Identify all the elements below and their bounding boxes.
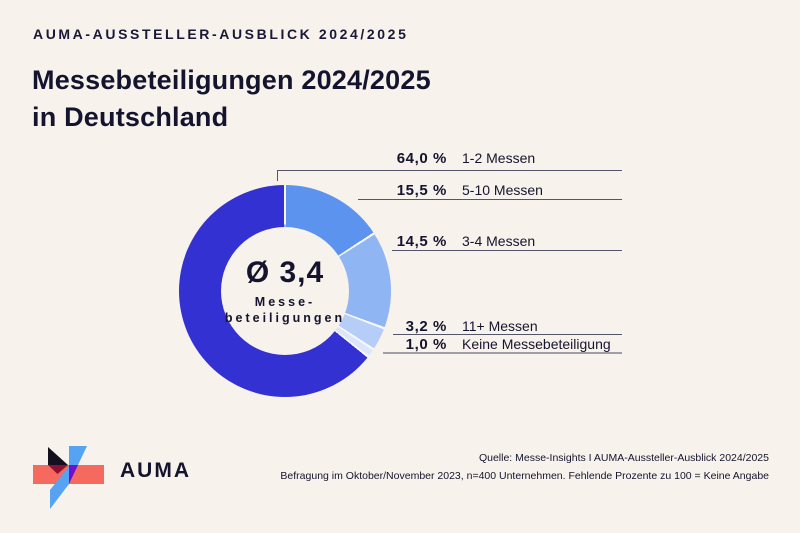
average-value: Ø 3,4 (245, 256, 325, 289)
chart-label-row: 3,2 % 11+ Messen (340, 318, 538, 335)
chart-label-row: 1,0 % Keine Messebeteiligung (340, 336, 611, 353)
percent-value: 1,0 % (405, 336, 447, 353)
segment-label: 3-4 Messen (462, 233, 536, 249)
center-label-line2: beteiligungen (224, 311, 346, 325)
leader-line (383, 352, 622, 354)
segment-label: Keine Messebeteiligung (462, 336, 611, 352)
percent-value: 64,0 % (396, 150, 447, 167)
source-note: Quelle: Messe-Insights I AUMA-Aussteller… (280, 450, 769, 485)
chart-label-row: 15,5 % 5-10 Messen (340, 182, 543, 199)
auma-logo-icon (33, 446, 104, 509)
leader-line (277, 170, 622, 171)
chart-label-row: 64,0 % 1-2 Messen (340, 150, 535, 167)
leader-line (358, 199, 622, 200)
segment-label: 5-10 Messen (462, 182, 543, 198)
leader-line-tick (277, 170, 278, 181)
leader-line (393, 334, 622, 335)
percent-value: 3,2 % (405, 318, 447, 335)
source-line2: Befragung im Oktober/November 2023, n=40… (280, 469, 769, 482)
segment-label: 1-2 Messen (462, 150, 536, 166)
auma-logo-text: AUMA (120, 459, 191, 482)
percent-value: 15,5 % (396, 182, 447, 199)
page-title-line2: in Deutschland (32, 102, 229, 132)
page-title: Messebeteiligungen 2024/2025 in Deutschl… (32, 62, 431, 136)
segment-label: 11+ Messen (462, 318, 538, 334)
chart-label-row: 14,5 % 3-4 Messen (340, 233, 535, 250)
leader-line (392, 250, 622, 251)
source-line1: Quelle: Messe-Insights I AUMA-Aussteller… (478, 452, 769, 464)
page-title-line1: Messebeteiligungen 2024/2025 (32, 65, 431, 95)
eyebrow-heading: AUMA-AUSSTELLER-AUSBLICK 2024/2025 (33, 26, 409, 42)
donut-center: Ø 3,4 Messe- beteiligungen (221, 227, 349, 355)
center-label-line1: Messe- (254, 295, 316, 309)
donut-chart: Ø 3,4 Messe- beteiligungen (179, 185, 391, 397)
percent-value: 14,5 % (396, 233, 447, 250)
